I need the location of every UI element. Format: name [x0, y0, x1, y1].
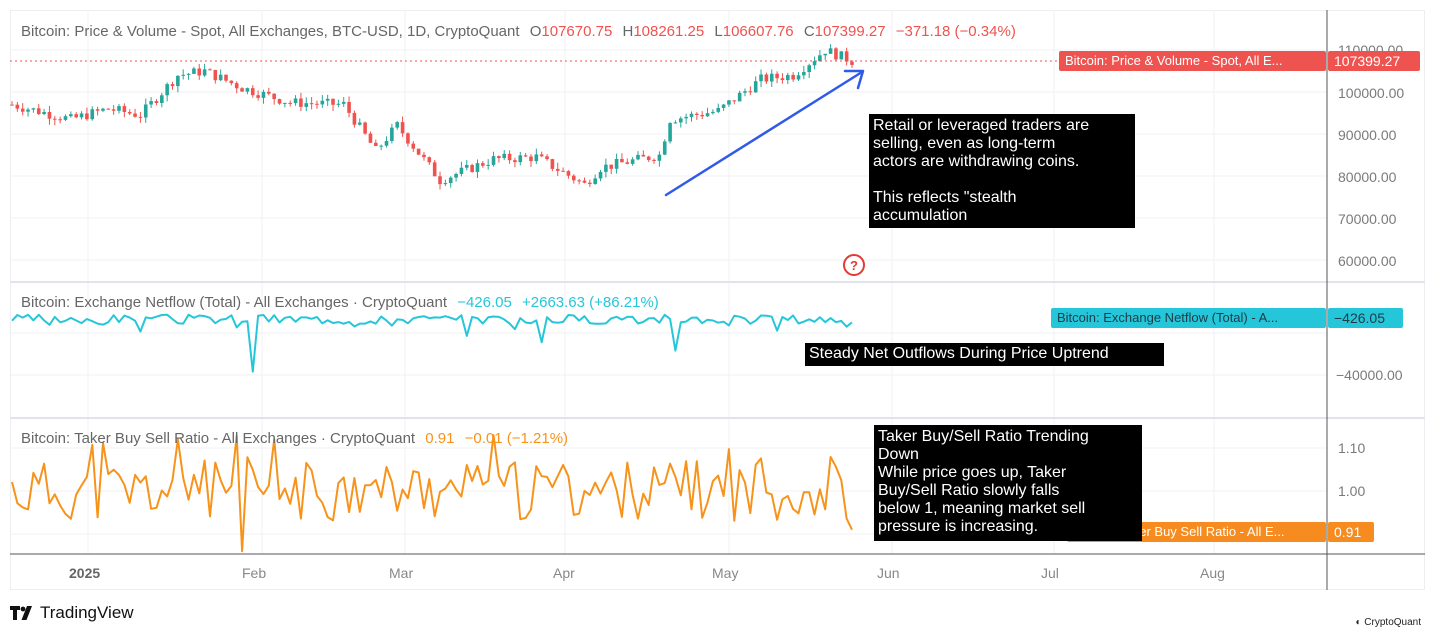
close-label: C — [803, 23, 815, 40]
time-axis-label: Feb — [242, 565, 267, 581]
trend-arrow-icon — [664, 69, 865, 197]
price-axis-tick: 90000.00 — [1338, 127, 1397, 143]
price-axis-tick: 80000.00 — [1338, 169, 1397, 185]
help-icon[interactable]: ? — [843, 254, 865, 276]
cryptoquant-label: CryptoQuant — [1364, 617, 1421, 628]
ohlc-high: H108261.25 — [622, 23, 704, 40]
netflow-series-tag: Bitcoin: Exchange Netflow (Total) - A... — [1051, 308, 1326, 328]
taker-change: −0.01 (−1.21%) — [464, 430, 569, 447]
ohlc-open: O107670.75 — [530, 23, 613, 40]
netflow-series-title: Bitcoin: Exchange Netflow (Total) - All … — [21, 294, 448, 311]
price-axis-tick: 60000.00 — [1338, 253, 1397, 269]
price-candles — [10, 44, 854, 190]
time-axis-label: Jun — [877, 565, 900, 581]
netflow-axis-tick: −40000.00 — [1336, 367, 1403, 383]
high-value: 108261.25 — [633, 23, 705, 40]
netflow-change: +2663.63 (+86.21%) — [522, 294, 659, 311]
high-label: H — [622, 23, 634, 40]
taker-series-title: Bitcoin: Taker Buy Sell Ratio - All Exch… — [21, 430, 416, 447]
time-axis-label: Jul — [1041, 565, 1059, 581]
taker-axis-tick: 1.00 — [1338, 483, 1366, 499]
netflow-legend: Bitcoin: Exchange Netflow (Total) - All … — [21, 294, 665, 311]
open-label: O — [529, 23, 542, 40]
taker-legend: Bitcoin: Taker Buy Sell Ratio - All Exch… — [21, 430, 574, 447]
time-axis-label: 2025 — [69, 565, 101, 581]
time-axis-label: Mar — [389, 565, 414, 581]
time-axis-label: Apr — [553, 565, 575, 581]
time-axis-label: May — [712, 565, 739, 581]
tradingview-logo[interactable]: TradingView — [10, 603, 134, 623]
price-annotation[interactable]: Retail or leveraged traders are selling,… — [869, 114, 1135, 228]
netflow-value: −426.05 — [457, 294, 512, 311]
taker-axis-tick: 1.10 — [1338, 440, 1366, 456]
ohlc-close: C107399.27 — [804, 23, 886, 40]
price-series-tag: Bitcoin: Price & Volume - Spot, All E... — [1059, 51, 1326, 71]
chart-frame — [10, 10, 1425, 590]
close-value: 107399.27 — [814, 23, 886, 40]
cryptoquant-icon: ◐ — [1355, 617, 1362, 628]
netflow-annotation[interactable]: Steady Net Outflows During Price Uptrend — [805, 343, 1164, 366]
svg-text:?: ? — [850, 258, 858, 273]
ohlc-low: L106607.76 — [714, 23, 793, 40]
price-change: −371.18 (−0.34%) — [895, 23, 1016, 40]
low-label: L — [714, 23, 723, 40]
price-series-title: Bitcoin: Price & Volume - Spot, All Exch… — [21, 23, 520, 40]
price-axis-tick: 70000.00 — [1338, 211, 1397, 227]
taker-annotation[interactable]: Taker Buy/Sell Ratio Trending Down While… — [874, 425, 1142, 541]
taker-value: 0.91 — [425, 430, 455, 447]
low-value: 106607.76 — [722, 23, 794, 40]
tradingview-icon — [10, 606, 32, 620]
taker-value-tag: 0.91 — [1328, 522, 1374, 542]
time-axis-label: Aug — [1200, 565, 1225, 581]
netflow-value-tag: −426.05 — [1328, 308, 1403, 328]
price-value-tag: 107399.27 — [1328, 51, 1420, 71]
open-value: 107670.75 — [541, 23, 613, 40]
price-axis-tick: 100000.00 — [1338, 85, 1405, 101]
tradingview-brand: TradingView — [40, 603, 134, 622]
cryptoquant-watermark: ◐ CryptoQuant — [1355, 617, 1421, 628]
price-legend: Bitcoin: Price & Volume - Spot, All Exch… — [21, 23, 1022, 40]
taker-ratio-series-line — [11, 434, 853, 553]
netflow-series-line — [11, 313, 853, 373]
